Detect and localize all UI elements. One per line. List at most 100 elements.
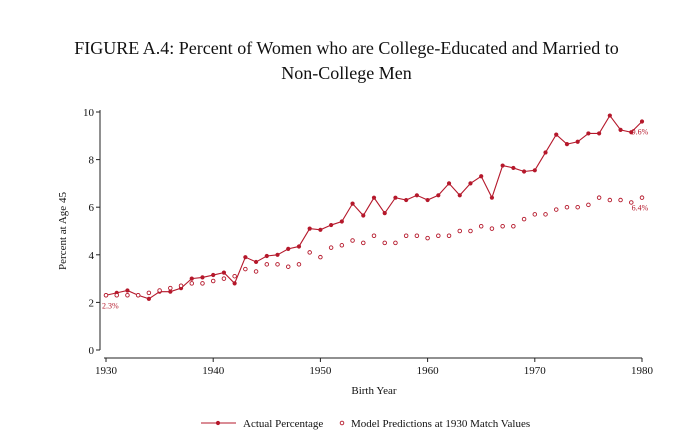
series-model	[103, 195, 645, 298]
x-tick-label: 1960	[417, 365, 440, 377]
data-point	[511, 165, 516, 171]
x-tick-label: 1950	[309, 365, 332, 377]
data-point	[553, 207, 559, 212]
data-point	[211, 272, 216, 278]
data-point	[639, 119, 645, 124]
data-point	[479, 174, 484, 179]
data-point	[478, 223, 484, 229]
x-tick-label: 1930	[95, 365, 118, 377]
data-point	[436, 193, 441, 198]
data-point	[168, 285, 173, 291]
data-point	[543, 150, 548, 155]
data-point	[607, 197, 613, 203]
data-point	[125, 293, 130, 298]
data-point	[532, 168, 537, 173]
chart-series	[103, 113, 645, 301]
legend-label-model: Model Predictions at 1930 Match Values	[351, 418, 530, 430]
data-point	[296, 244, 302, 249]
data-point	[575, 204, 580, 210]
chart-title-line-2: Non-College Men	[281, 63, 412, 83]
data-point	[586, 131, 591, 136]
data-label: 2.3%	[102, 301, 119, 310]
data-point	[232, 281, 237, 286]
chart-annotations: 2.3% 9.6% 6.4%	[102, 128, 649, 311]
data-point	[521, 169, 527, 174]
y-tick-label: 10	[83, 107, 95, 119]
data-point	[221, 276, 227, 281]
data-point	[543, 212, 548, 217]
y-tick-label: 6	[89, 202, 95, 214]
data-point	[232, 273, 237, 279]
y-axis-label: Percent at Age 45	[57, 192, 69, 270]
data-point	[253, 259, 259, 265]
data-point	[103, 293, 109, 298]
y-tick-label: 4	[89, 250, 95, 262]
data-point	[275, 252, 280, 257]
y-tick-label: 2	[89, 297, 95, 309]
data-point	[403, 233, 409, 239]
data-point	[489, 226, 495, 231]
data-point	[286, 246, 291, 251]
data-point	[307, 226, 312, 231]
data-point	[521, 216, 527, 222]
data-point	[253, 269, 259, 274]
data-point	[275, 262, 280, 267]
data-point	[511, 223, 516, 229]
data-point	[178, 283, 184, 288]
data-point	[489, 195, 495, 200]
data-point	[221, 270, 227, 275]
data-point	[382, 211, 387, 216]
x-tick-label: 1970	[524, 365, 547, 377]
data-point	[135, 293, 141, 298]
data-point	[382, 240, 387, 246]
data-point	[189, 276, 194, 281]
data-point	[500, 163, 505, 168]
x-tick-label: 1980	[631, 365, 654, 377]
data-point	[554, 132, 559, 137]
data-point	[329, 222, 334, 228]
data-point	[157, 288, 162, 293]
data-point	[457, 193, 462, 198]
data-point	[564, 204, 570, 210]
data-point	[146, 296, 151, 301]
data-point	[350, 201, 355, 206]
data-point	[318, 254, 323, 260]
data-point	[200, 275, 205, 280]
data-label: 6.4%	[632, 204, 649, 213]
data-point	[146, 290, 152, 296]
data-point	[243, 255, 248, 260]
data-point	[393, 240, 398, 246]
data-point	[414, 233, 420, 239]
data-point	[607, 113, 612, 118]
data-point	[446, 181, 452, 186]
x-tick-label: 1940	[202, 365, 225, 377]
data-point	[339, 219, 344, 224]
data-point	[296, 262, 302, 267]
data-point	[371, 195, 377, 200]
data-point	[361, 240, 366, 246]
data-point	[618, 197, 623, 203]
data-point	[597, 131, 602, 136]
data-point	[328, 245, 334, 250]
data-label: 9.6%	[632, 128, 649, 137]
data-point	[189, 281, 195, 286]
data-point	[629, 130, 634, 135]
y-tick-label: 8	[89, 155, 95, 167]
data-point	[339, 243, 345, 248]
data-point	[468, 181, 473, 186]
data-point	[285, 264, 291, 269]
data-point	[200, 281, 205, 286]
y-tick-label: 0	[89, 345, 95, 357]
data-point	[404, 197, 409, 203]
data-point	[168, 289, 173, 294]
series-actual	[103, 113, 645, 301]
data-point	[210, 278, 216, 284]
x-axis-label: Birth Year	[351, 385, 397, 397]
chart-axes: 0 2 4 6 8 10 1930 1940 1950 1960 1970 1980 Birth Yea…	[57, 107, 654, 397]
chart-title-line-1: FIGURE A.4: Percent of Women who are Col…	[74, 38, 619, 58]
data-point	[393, 195, 398, 200]
legend-marker-actual	[215, 420, 221, 426]
data-point	[371, 233, 377, 239]
